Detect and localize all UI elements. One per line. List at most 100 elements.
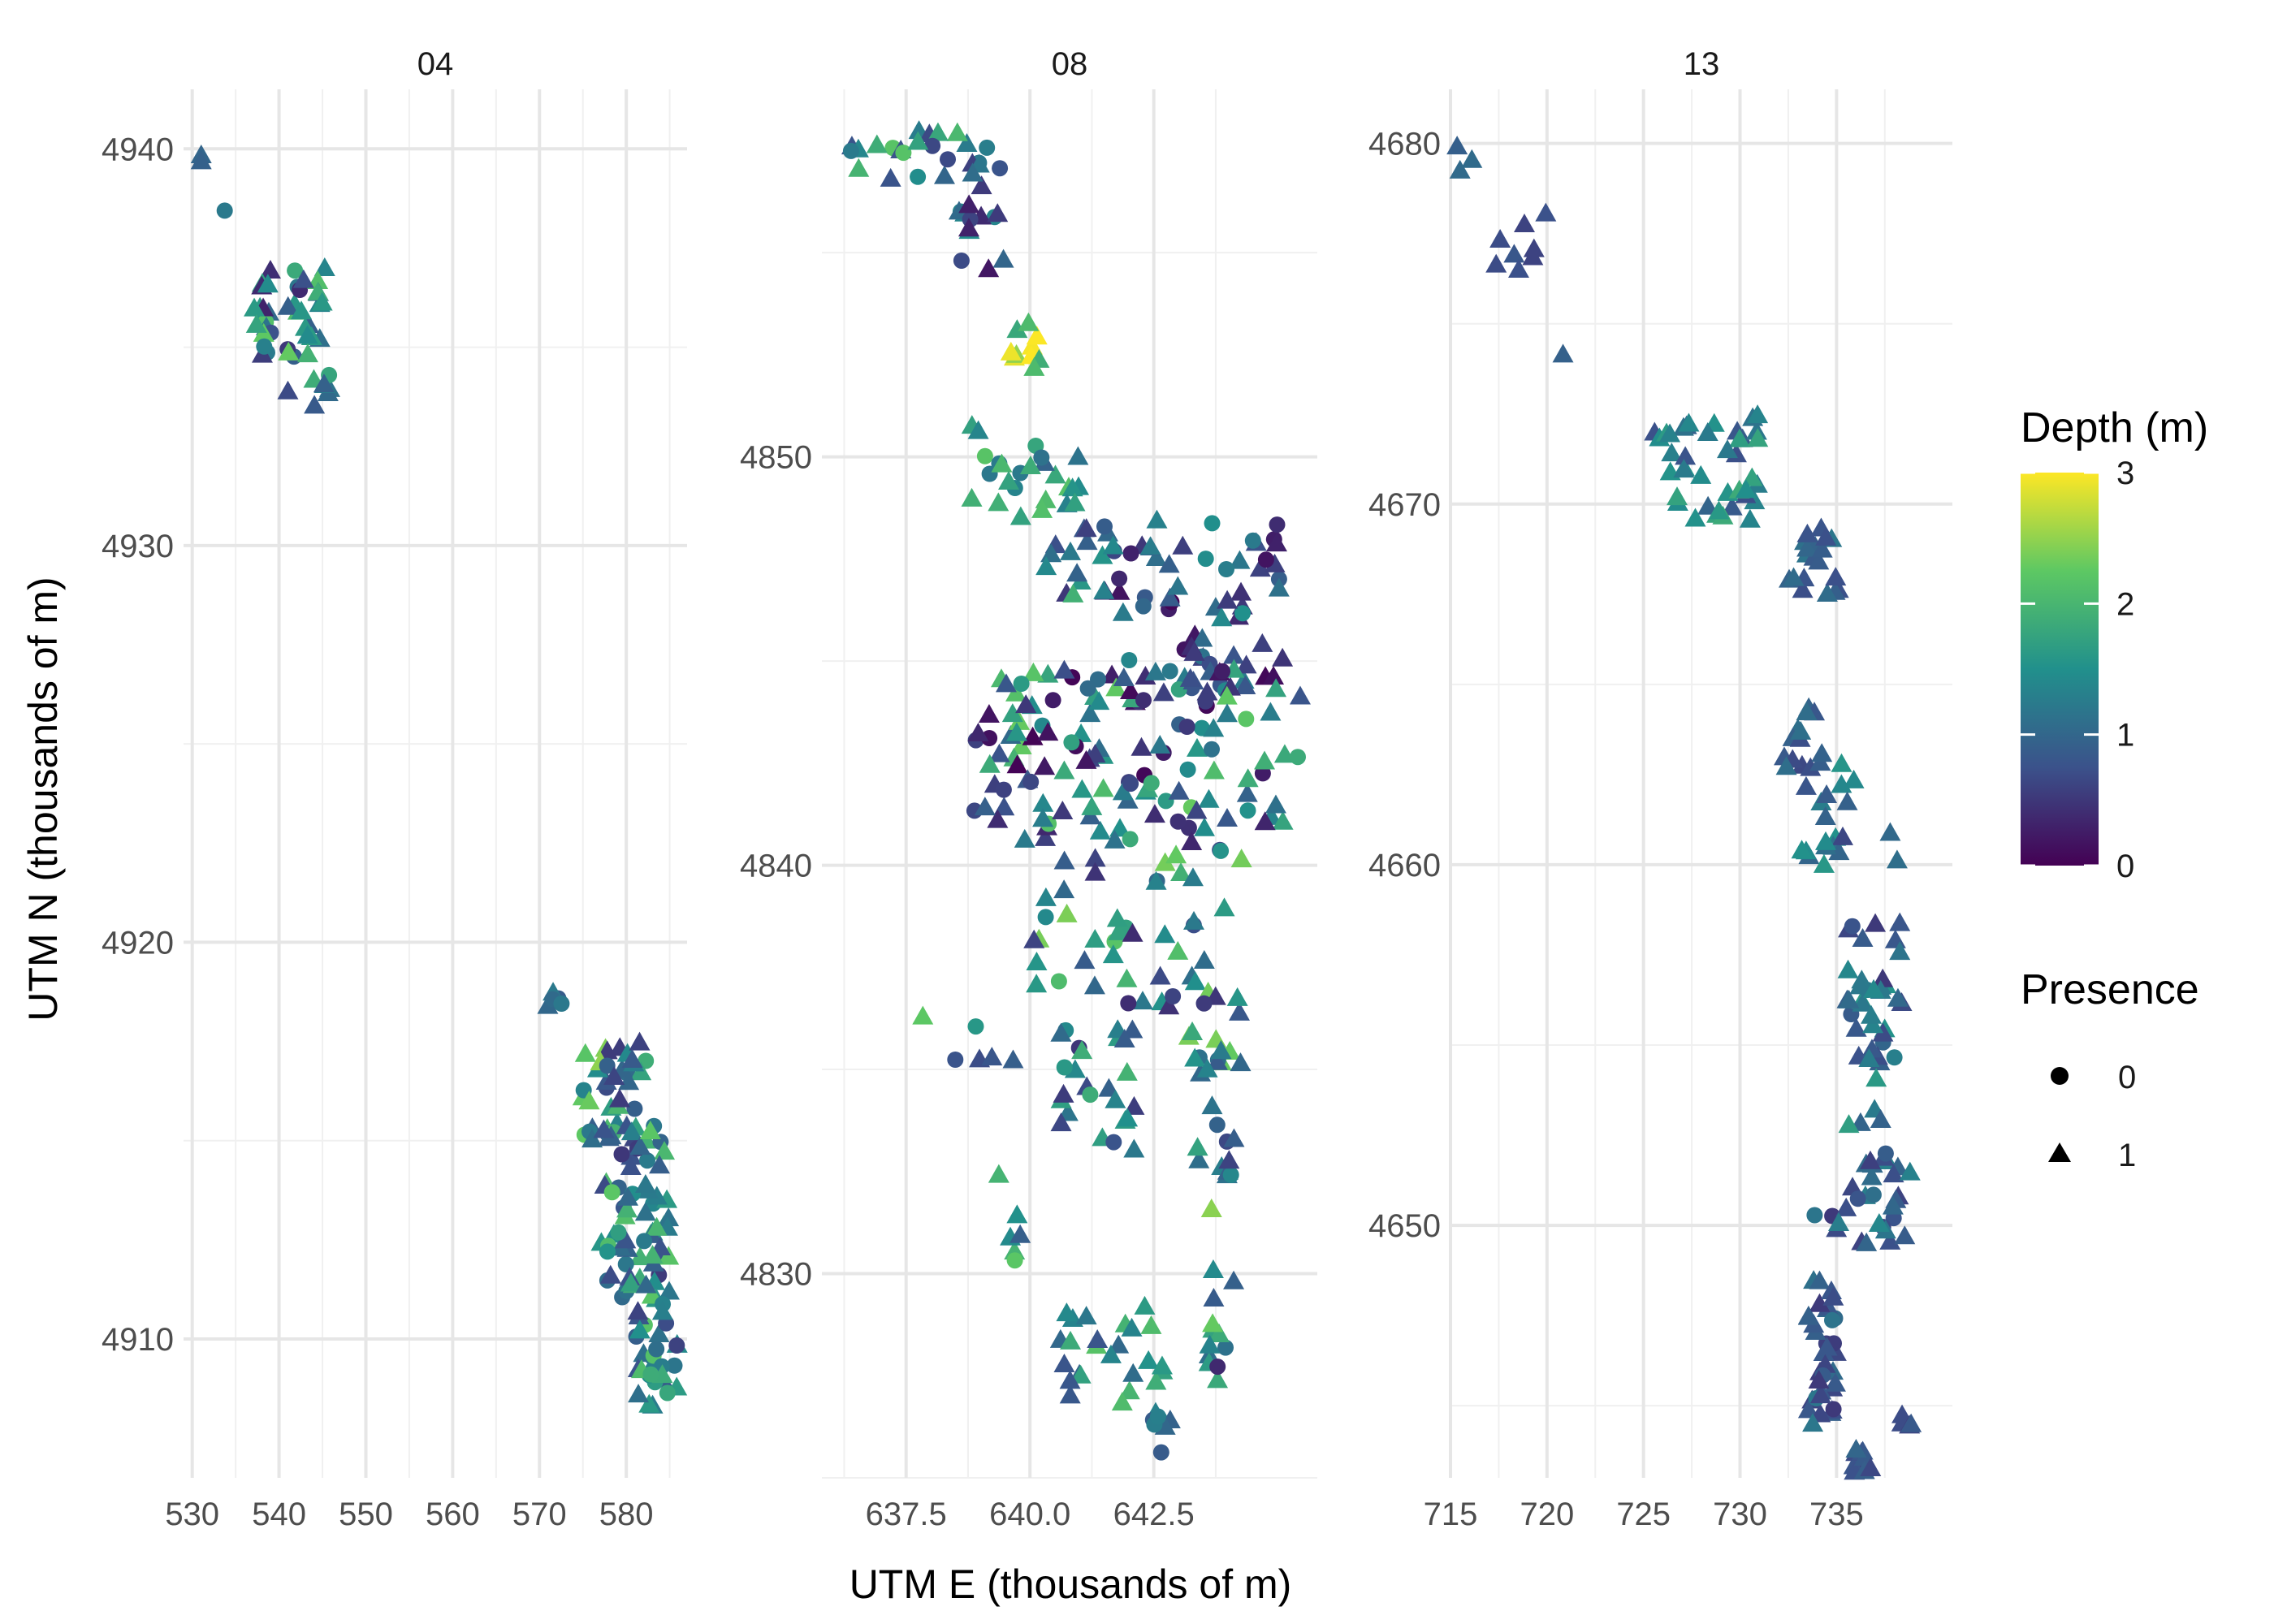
legend-triangle-icon — [2048, 1142, 2071, 1162]
data-point-present — [646, 1186, 668, 1205]
data-point-absent — [947, 1052, 964, 1068]
data-point-present — [1223, 645, 1245, 664]
data-point-present — [1179, 667, 1201, 687]
x-tick-label: 642.5 — [1113, 1497, 1195, 1532]
data-point-present — [1198, 788, 1220, 808]
data-point-present — [278, 341, 300, 361]
data-point-present — [1721, 496, 1743, 516]
data-point-absent — [910, 168, 927, 185]
data-point-present — [1879, 1230, 1901, 1250]
data-point-present — [1790, 720, 1812, 740]
data-point-present — [1168, 780, 1190, 800]
x-tick-label: 550 — [339, 1497, 393, 1532]
data-point-present — [1167, 576, 1189, 595]
data-point-present — [1117, 1108, 1139, 1127]
data-point-present — [1187, 1137, 1208, 1156]
data-point-present — [1035, 556, 1057, 576]
data-point-absent — [1122, 545, 1139, 562]
data-point-present — [634, 1173, 656, 1193]
data-point-present — [1111, 1392, 1133, 1411]
data-point-present — [1735, 479, 1757, 499]
data-point-present — [1172, 535, 1194, 555]
data-point-present — [1514, 213, 1536, 232]
data-point-present — [880, 167, 901, 187]
data-point-present — [1053, 1083, 1074, 1103]
data-point-present — [1828, 1212, 1850, 1231]
data-point-present — [1845, 1438, 1867, 1458]
data-point-present — [1022, 662, 1044, 681]
data-point-present — [1828, 841, 1850, 861]
data-point-absent — [1082, 1086, 1099, 1104]
data-point-present — [907, 131, 929, 150]
data-point-present — [1006, 1204, 1028, 1224]
data-point-present — [1087, 1329, 1109, 1349]
data-point-present — [1105, 677, 1127, 697]
x-tick-label: 540 — [252, 1497, 306, 1532]
data-point-present — [1061, 477, 1083, 497]
data-point-present — [1899, 1161, 1921, 1181]
data-point-present — [1809, 1293, 1831, 1312]
y-tick-label: 4670 — [1368, 487, 1441, 523]
data-point-absent — [642, 1366, 659, 1383]
data-point-present — [1059, 1370, 1081, 1389]
data-point-present — [1015, 694, 1037, 714]
data-point-present — [642, 1245, 664, 1264]
data-point-absent — [1806, 1207, 1823, 1224]
data-point-absent — [924, 137, 941, 154]
data-point-absent — [1135, 598, 1152, 615]
data-point-present — [998, 471, 1020, 490]
data-point-absent — [636, 1233, 653, 1250]
data-point-present — [1838, 1114, 1860, 1134]
data-point-present — [1009, 1224, 1031, 1243]
data-point-present — [628, 1384, 650, 1403]
data-point-present — [1900, 1413, 1922, 1432]
data-point-present — [1165, 844, 1187, 864]
data-point-present — [992, 248, 1014, 268]
data-point-absent — [1865, 1186, 1882, 1203]
data-point-present — [1800, 757, 1822, 776]
data-point-present — [1552, 343, 1574, 363]
data-point-present — [1035, 489, 1057, 508]
data-point-present — [1218, 1150, 1240, 1169]
data-point-absent — [613, 1146, 630, 1163]
data-point-present — [1889, 941, 1911, 961]
data-point-present — [1886, 849, 1908, 869]
data-point-absent — [1844, 918, 1861, 935]
data-point-present — [574, 1043, 596, 1062]
data-point-present — [1093, 580, 1115, 599]
data-point-absent — [1022, 773, 1040, 790]
data-point-present — [1010, 735, 1032, 754]
data-point-present — [1678, 412, 1700, 432]
data-point-present — [1796, 701, 1818, 720]
data-point-present — [1026, 326, 1048, 345]
data-point-present — [1053, 760, 1075, 780]
legend: Depth (m) 0 1 2 3 Presence 0 1 — [2021, 404, 2208, 1173]
data-point-present — [313, 374, 335, 393]
data-point-absent — [992, 160, 1009, 177]
data-point-present — [1034, 756, 1056, 775]
data-point-absent — [1209, 1358, 1226, 1376]
data-point-present — [1100, 1344, 1122, 1363]
data-point-present — [1146, 509, 1168, 529]
data-point-present — [988, 492, 1009, 512]
data-point-present — [304, 395, 326, 414]
data-point-present — [1134, 1295, 1156, 1315]
data-point-present — [1053, 879, 1075, 899]
data-point-present — [1083, 975, 1105, 995]
data-point-present — [257, 274, 279, 293]
data-point-absent — [1239, 802, 1256, 819]
data-point-absent — [842, 142, 859, 159]
data-point-absent — [1257, 551, 1274, 568]
data-point-present — [1182, 1021, 1204, 1040]
data-point-present — [615, 1229, 637, 1249]
data-point-present — [1667, 486, 1688, 506]
data-point-present — [1882, 1195, 1904, 1215]
data-point-present — [1485, 253, 1507, 273]
data-point-present — [1181, 831, 1203, 851]
data-point-present — [658, 1207, 680, 1227]
data-point-present — [1088, 691, 1110, 710]
data-point-present — [1808, 551, 1830, 570]
data-point-present — [1066, 563, 1088, 582]
data-point-present — [1213, 897, 1235, 917]
